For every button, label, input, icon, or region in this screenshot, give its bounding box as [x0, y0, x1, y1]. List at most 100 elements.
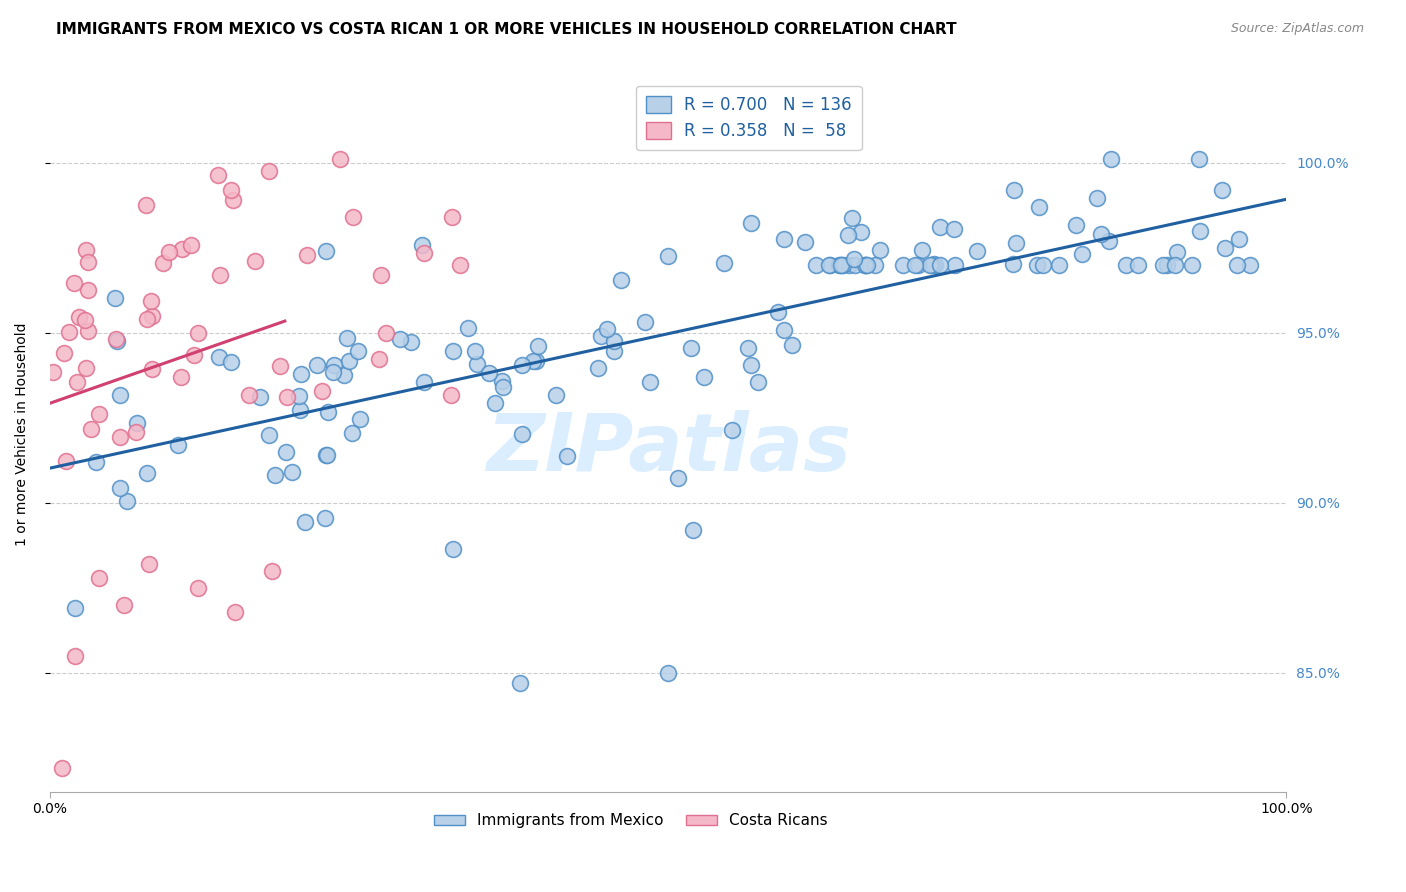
Point: [1099, 152, 1122, 166]
Point: [152, 256, 174, 270]
Point: [1032, 258, 1054, 272]
Point: [333, 368, 356, 383]
Point: [842, 252, 865, 267]
Point: [929, 258, 952, 272]
Point: [53, 346, 76, 360]
Point: [1156, 258, 1178, 272]
Point: [157, 245, 180, 260]
Point: [281, 466, 304, 480]
Point: [831, 258, 853, 272]
Point: [1188, 224, 1211, 238]
Point: [780, 338, 803, 352]
Point: [288, 402, 311, 417]
Point: [1090, 227, 1112, 241]
Point: [907, 258, 929, 272]
Point: [108, 388, 131, 402]
Point: [1047, 258, 1070, 272]
Point: [368, 351, 391, 366]
Point: [740, 216, 762, 230]
Point: [329, 152, 352, 166]
Point: [478, 366, 501, 380]
Point: [440, 210, 463, 224]
Point: [180, 238, 202, 252]
Point: [942, 222, 965, 236]
Point: [1001, 257, 1024, 271]
Point: [855, 258, 877, 272]
Point: [441, 343, 464, 358]
Point: [187, 581, 209, 595]
Point: [63, 601, 86, 615]
Point: [315, 448, 337, 462]
Point: [853, 258, 876, 272]
Point: [105, 332, 128, 346]
Point: [336, 331, 359, 345]
Point: [863, 258, 886, 272]
Point: [294, 515, 316, 529]
Point: [183, 348, 205, 362]
Point: [1002, 183, 1025, 197]
Point: [243, 254, 266, 268]
Point: [806, 258, 828, 272]
Point: [544, 388, 567, 402]
Point: [208, 350, 231, 364]
Point: [63, 648, 86, 663]
Point: [818, 258, 841, 272]
Point: [108, 430, 131, 444]
Point: [87, 407, 110, 421]
Point: [80, 422, 103, 436]
Point: [51, 761, 73, 775]
Text: IMMIGRANTS FROM MEXICO VS COSTA RICAN 1 OR MORE VEHICLES IN HOUSEHOLD CORRELATIO: IMMIGRANTS FROM MEXICO VS COSTA RICAN 1 …: [56, 22, 957, 37]
Point: [657, 665, 679, 680]
Point: [1126, 258, 1149, 272]
Point: [104, 291, 127, 305]
Point: [603, 334, 626, 349]
Point: [318, 405, 340, 419]
Point: [740, 358, 762, 372]
Point: [219, 183, 242, 197]
Point: [1227, 231, 1250, 245]
Point: [322, 365, 344, 379]
Y-axis label: 1 or more Vehicles in Household: 1 or more Vehicles in Household: [15, 323, 30, 547]
Point: [55, 454, 77, 468]
Point: [1070, 246, 1092, 260]
Point: [311, 384, 333, 398]
Point: [108, 481, 131, 495]
Point: [337, 354, 360, 368]
Point: [589, 328, 612, 343]
Point: [316, 448, 339, 462]
Point: [125, 425, 148, 439]
Point: [75, 361, 97, 376]
Point: [141, 361, 163, 376]
Point: [41, 366, 63, 380]
Point: [844, 258, 866, 272]
Point: [412, 375, 434, 389]
Point: [602, 344, 624, 359]
Point: [737, 341, 759, 355]
Point: [89, 571, 111, 585]
Point: [841, 211, 863, 225]
Point: [524, 354, 547, 368]
Point: [966, 244, 988, 259]
Point: [1152, 258, 1174, 272]
Text: ZIPatlas: ZIPatlas: [485, 410, 851, 488]
Point: [342, 211, 364, 225]
Point: [682, 523, 704, 537]
Point: [943, 258, 966, 272]
Point: [413, 245, 436, 260]
Point: [136, 312, 159, 326]
Point: [1025, 258, 1047, 272]
Point: [257, 427, 280, 442]
Point: [219, 355, 242, 369]
Point: [1239, 258, 1261, 272]
Point: [1226, 258, 1249, 272]
Point: [911, 244, 934, 258]
Point: [586, 361, 609, 376]
Point: [170, 242, 193, 256]
Point: [638, 376, 661, 390]
Point: [772, 323, 794, 337]
Point: [1064, 218, 1087, 232]
Point: [125, 416, 148, 430]
Point: [1085, 191, 1108, 205]
Point: [224, 605, 246, 619]
Point: [139, 293, 162, 308]
